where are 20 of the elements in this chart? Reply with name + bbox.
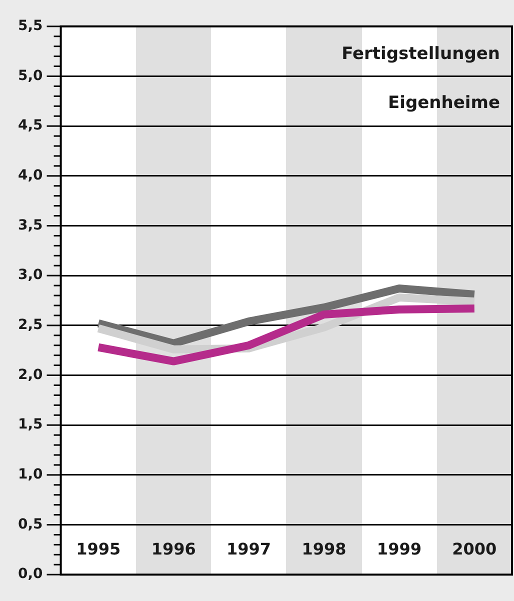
x-tick-label: 1995	[76, 539, 121, 558]
y-tick-label: 4,0	[18, 168, 44, 184]
x-tick-label: 2000	[452, 539, 497, 558]
x-tick-label: 1997	[226, 539, 272, 558]
y-tick-label: 5,5	[18, 18, 43, 34]
y-tick-label: 2,5	[18, 317, 43, 334]
y-tick-label: 0,5	[18, 516, 43, 532]
text: Eigenheime	[388, 92, 500, 113]
y-tick-label: 1,0	[18, 466, 44, 483]
y-tick-label: 1,5	[18, 416, 43, 433]
x-tick-label: 1996	[151, 539, 196, 558]
x-tick-label: 1999	[376, 539, 422, 558]
y-tick-label: 3,0	[18, 267, 44, 284]
text: Fertigstellungen	[342, 44, 500, 64]
y-tick-label: 5,0	[18, 68, 44, 84]
y-tick-label: 4,5	[18, 118, 43, 134]
y-tick-label: 2,0	[18, 366, 44, 383]
y-tick-label: 3,5	[18, 217, 43, 234]
x-tick-label: 1998	[302, 539, 346, 558]
y-tick-label: 0,0	[18, 566, 44, 582]
